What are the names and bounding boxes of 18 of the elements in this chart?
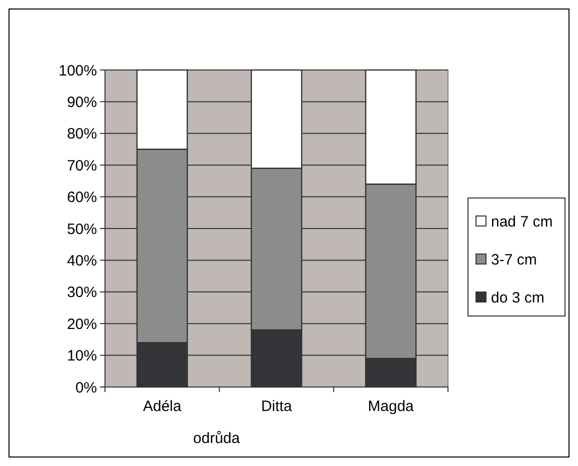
y-tick-label: 50% — [66, 220, 97, 238]
x-tick-label: Magda — [368, 398, 414, 415]
y-tick-label: 0% — [75, 379, 97, 396]
y-tick-label: 30% — [66, 284, 97, 302]
x-tick-label: Adéla — [142, 398, 182, 415]
legend-label: 3-7 cm — [491, 251, 537, 268]
legend-label: nad 7 cm — [491, 213, 553, 230]
y-tick-label: 80% — [66, 126, 97, 143]
legend-label: do 3 cm — [491, 289, 544, 306]
y-tick-label: 70% — [66, 157, 97, 174]
x-axis-title: odrůda — [193, 430, 241, 447]
y-tick-label: 100% — [58, 62, 97, 80]
y-tick-label: 20% — [66, 316, 97, 333]
y-tick-label: 60% — [66, 189, 97, 206]
y-tick-label: 40% — [66, 252, 97, 270]
y-tick-label: 10% — [66, 348, 97, 365]
y-tick-label: 90% — [66, 94, 97, 111]
x-tick-label: Ditta — [261, 398, 293, 415]
